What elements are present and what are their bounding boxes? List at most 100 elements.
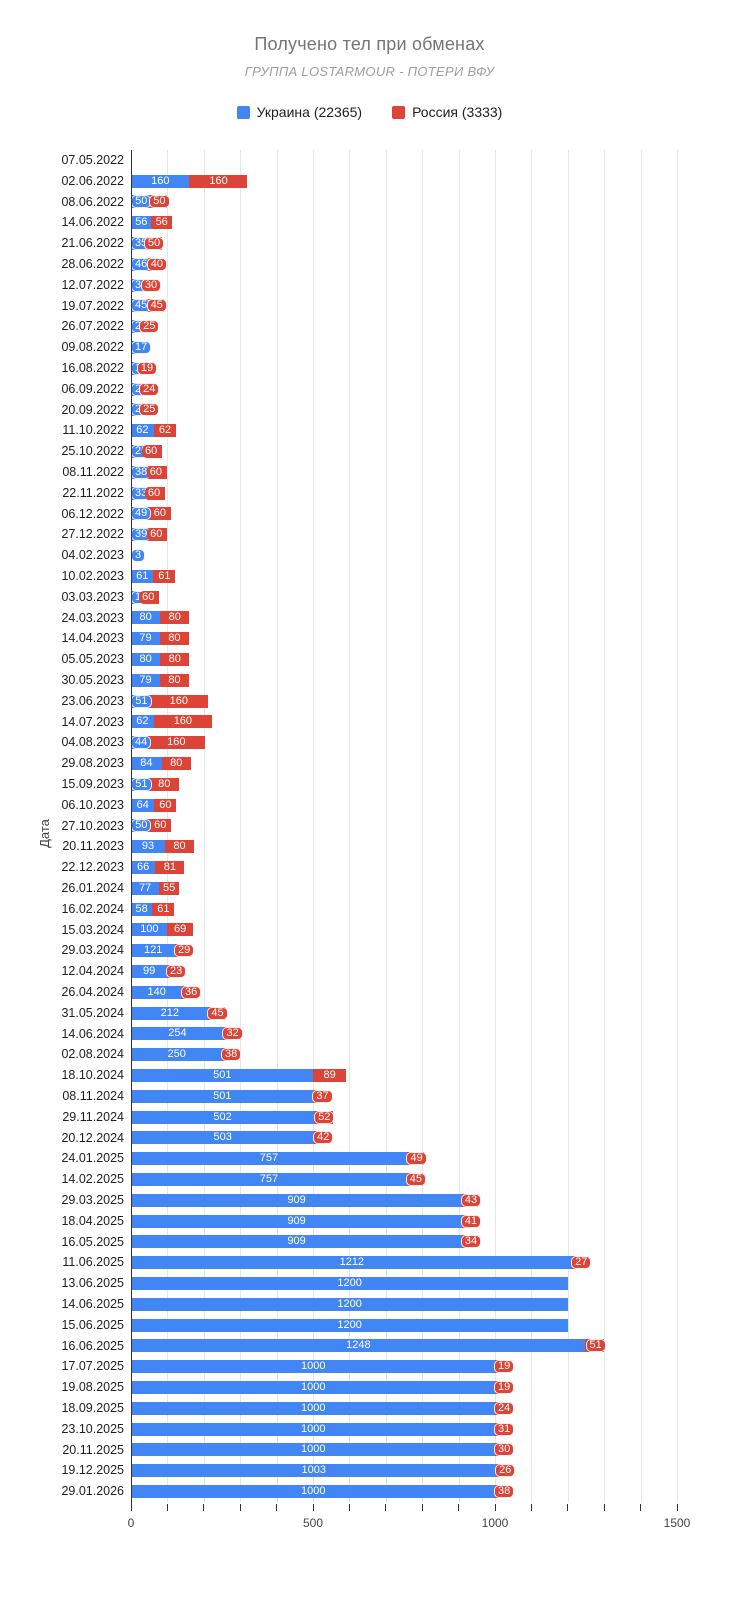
value-label-russia: 81: [160, 861, 180, 875]
category-label: 22.12.2023: [61, 860, 124, 875]
value-label-ukraine: 99: [140, 965, 159, 979]
category-label: 12.04.2024: [61, 964, 124, 979]
value-label-russia: 60: [151, 819, 170, 833]
value-label-russia: 61: [155, 569, 174, 583]
category-label: 29.11.2024: [62, 1109, 124, 1124]
category-label: 05.05.2023: [61, 652, 124, 667]
category-label: 08.11.2024: [62, 1089, 124, 1103]
value-label-russia: 43: [460, 1193, 482, 1207]
value-label-russia: 80: [170, 840, 189, 854]
value-label-ukraine: 62: [133, 715, 152, 729]
x-axis-tick: [166, 1504, 168, 1511]
value-label-russia: 24: [139, 382, 160, 396]
value-label-ukraine: 51: [131, 777, 152, 791]
value-label-russia: 49: [406, 1152, 427, 1166]
bar-row: 31.05.2024 212 45: [61, 1003, 677, 1024]
bar-row: 14.07.2023 62 160: [61, 712, 677, 733]
value-label-russia: 160: [206, 174, 231, 188]
bar-row: 26.07.20222525: [61, 316, 677, 337]
value-label-ukraine: 757: [256, 1152, 282, 1166]
category-label: 14.04.2023: [61, 631, 124, 646]
bar-row: 20.11.2025 1000 30: [62, 1440, 677, 1461]
category-label: 14.02.2025: [61, 1172, 124, 1187]
value-label-russia: 29: [174, 944, 195, 958]
value-label-russia: 60: [150, 507, 169, 521]
legend-item-ukraine[interactable]: Украина (22365): [236, 104, 363, 120]
chart-subtitle: ГРУППА LOSTARMOUR - ПОТЕРИ ВФУ: [244, 64, 495, 79]
x-gridline: [385, 150, 387, 1502]
value-label-russia: 45: [207, 1006, 228, 1020]
category-label: 18.10.2024: [61, 1068, 124, 1083]
value-label-ukraine: 1000: [298, 1443, 329, 1457]
value-label-russia: 19: [494, 1360, 515, 1374]
value-label-ukraine: 1000: [298, 1381, 329, 1395]
value-label-russia: 37: [312, 1089, 333, 1103]
value-label-russia: 27: [571, 1256, 592, 1270]
value-label-ukraine: 1200: [334, 1297, 365, 1311]
value-label-russia: 56: [152, 216, 171, 230]
x-axis-tick-label: 0: [127, 1516, 135, 1530]
bar-row: 12.04.2024 99 23: [61, 961, 677, 982]
bar-row: 22.12.2023 66 81: [61, 857, 677, 878]
value-label-ukraine: 160: [148, 174, 173, 188]
value-label-ukraine: 49: [131, 507, 152, 521]
category-label: 31.05.2024: [61, 1005, 124, 1020]
category-label: 29.03.2025: [61, 1193, 124, 1207]
x-axis-tick: [276, 1504, 278, 1511]
bar-row: 13.06.2025 1200: [61, 1273, 677, 1294]
bar-row: 04.08.2023 44 160: [61, 732, 677, 753]
value-label-russia: 80: [165, 673, 184, 687]
category-label: 23.10.2025: [61, 1421, 124, 1436]
bar-row: 28.06.2022 46 40: [61, 254, 677, 275]
category-label: 15.09.2023: [61, 777, 124, 791]
x-axis-tick-label: 1000: [481, 1516, 509, 1530]
bar-row: 23.06.2023 51 160: [61, 691, 677, 712]
category-label: 25.10.2022: [61, 444, 124, 459]
bar-row: 08.11.2024 501 37: [62, 1086, 677, 1107]
value-label-ukraine: 61: [133, 569, 152, 583]
value-label-ukraine: 254: [165, 1027, 190, 1041]
value-label-russia: 31: [494, 1422, 515, 1436]
x-gridline: [240, 150, 242, 1502]
bar-row: 04.02.2023 3: [61, 545, 677, 566]
bar-row: 08.06.2022 50 50: [61, 192, 677, 213]
value-label-ukraine: 100: [137, 923, 162, 937]
value-label-russia: 160: [164, 736, 189, 750]
value-label-russia: 62: [155, 424, 175, 438]
category-label: 02.08.2024: [61, 1047, 124, 1062]
category-label: 04.02.2023: [61, 548, 124, 563]
bar-row: 07.05.2022: [61, 150, 677, 171]
value-label-ukraine: 250: [164, 1048, 189, 1062]
bar-row: 16.05.2025 909 34: [61, 1232, 677, 1253]
value-label-russia: 34: [460, 1235, 482, 1249]
value-label-russia: 19: [494, 1381, 515, 1395]
bar-row: 27.10.2023 50 60: [61, 816, 677, 837]
value-label-ukraine: 140: [144, 985, 169, 999]
bar-row: 10.02.2023 61 61: [61, 566, 677, 587]
value-label-ukraine: 79: [136, 632, 155, 646]
category-label: 08.11.2022: [62, 465, 124, 479]
legend-label-ukraine: Украина (22365): [256, 104, 363, 120]
x-gridline: [640, 150, 642, 1502]
bar-row: 26.01.2024 77 55: [61, 878, 677, 899]
legend-swatch-russia-icon: [392, 105, 406, 119]
category-label: 26.07.2022: [61, 319, 124, 334]
x-axis-tick: [385, 1504, 387, 1511]
category-label: 02.06.2022: [61, 173, 124, 188]
x-gridline: [422, 150, 424, 1502]
x-gridline: [313, 150, 314, 1502]
category-label: 12.07.2022: [61, 277, 124, 292]
value-label-ukraine: 51: [131, 694, 152, 708]
legend-label-russia: Россия (3333): [412, 104, 503, 120]
value-label-russia: 60: [146, 465, 165, 479]
category-label: 16.08.2022: [61, 361, 124, 375]
y-axis-title: Дата: [36, 819, 52, 848]
value-label-russia: 24: [494, 1401, 515, 1415]
value-label-russia: 60: [147, 528, 166, 542]
legend-item-russia[interactable]: Россия (3333): [392, 104, 502, 120]
bar-row: 23.10.2025 1000 31: [61, 1419, 677, 1440]
category-label: 14.06.2022: [61, 215, 124, 230]
value-label-ukraine: 503: [210, 1131, 235, 1145]
bar-row: 15.06.2025 1200: [61, 1315, 677, 1336]
